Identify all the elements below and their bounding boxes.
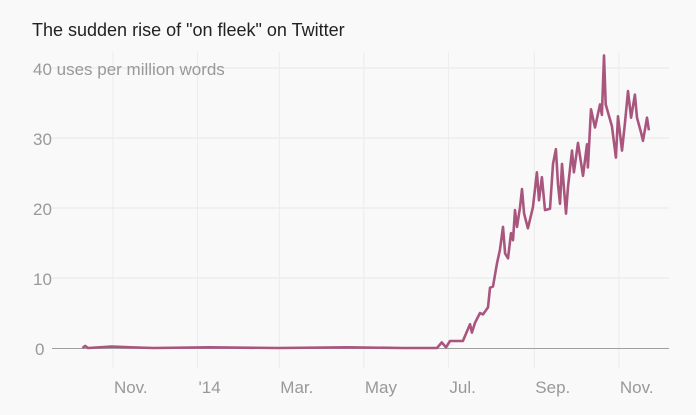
x-tick-label: Nov.	[114, 378, 148, 397]
y-tick-label: 20	[33, 200, 52, 219]
x-tick-label: May	[365, 378, 398, 397]
y-tick-label: 10	[33, 270, 52, 289]
chart-title: The sudden rise of "on fleek" on Twitter	[32, 20, 345, 40]
x-tick-label: '14	[199, 378, 221, 397]
y-tick-label: 40 uses per million words	[33, 60, 225, 79]
y-tick-label: 0	[35, 340, 44, 359]
x-tick-label: Nov.	[620, 378, 654, 397]
x-tick-label: Sep.	[535, 378, 570, 397]
x-tick-label: Jul.	[449, 378, 475, 397]
x-tick-label: Mar.	[280, 378, 313, 397]
series-line-on-fleek	[81, 54, 651, 350]
y-tick-label: 30	[33, 130, 52, 149]
